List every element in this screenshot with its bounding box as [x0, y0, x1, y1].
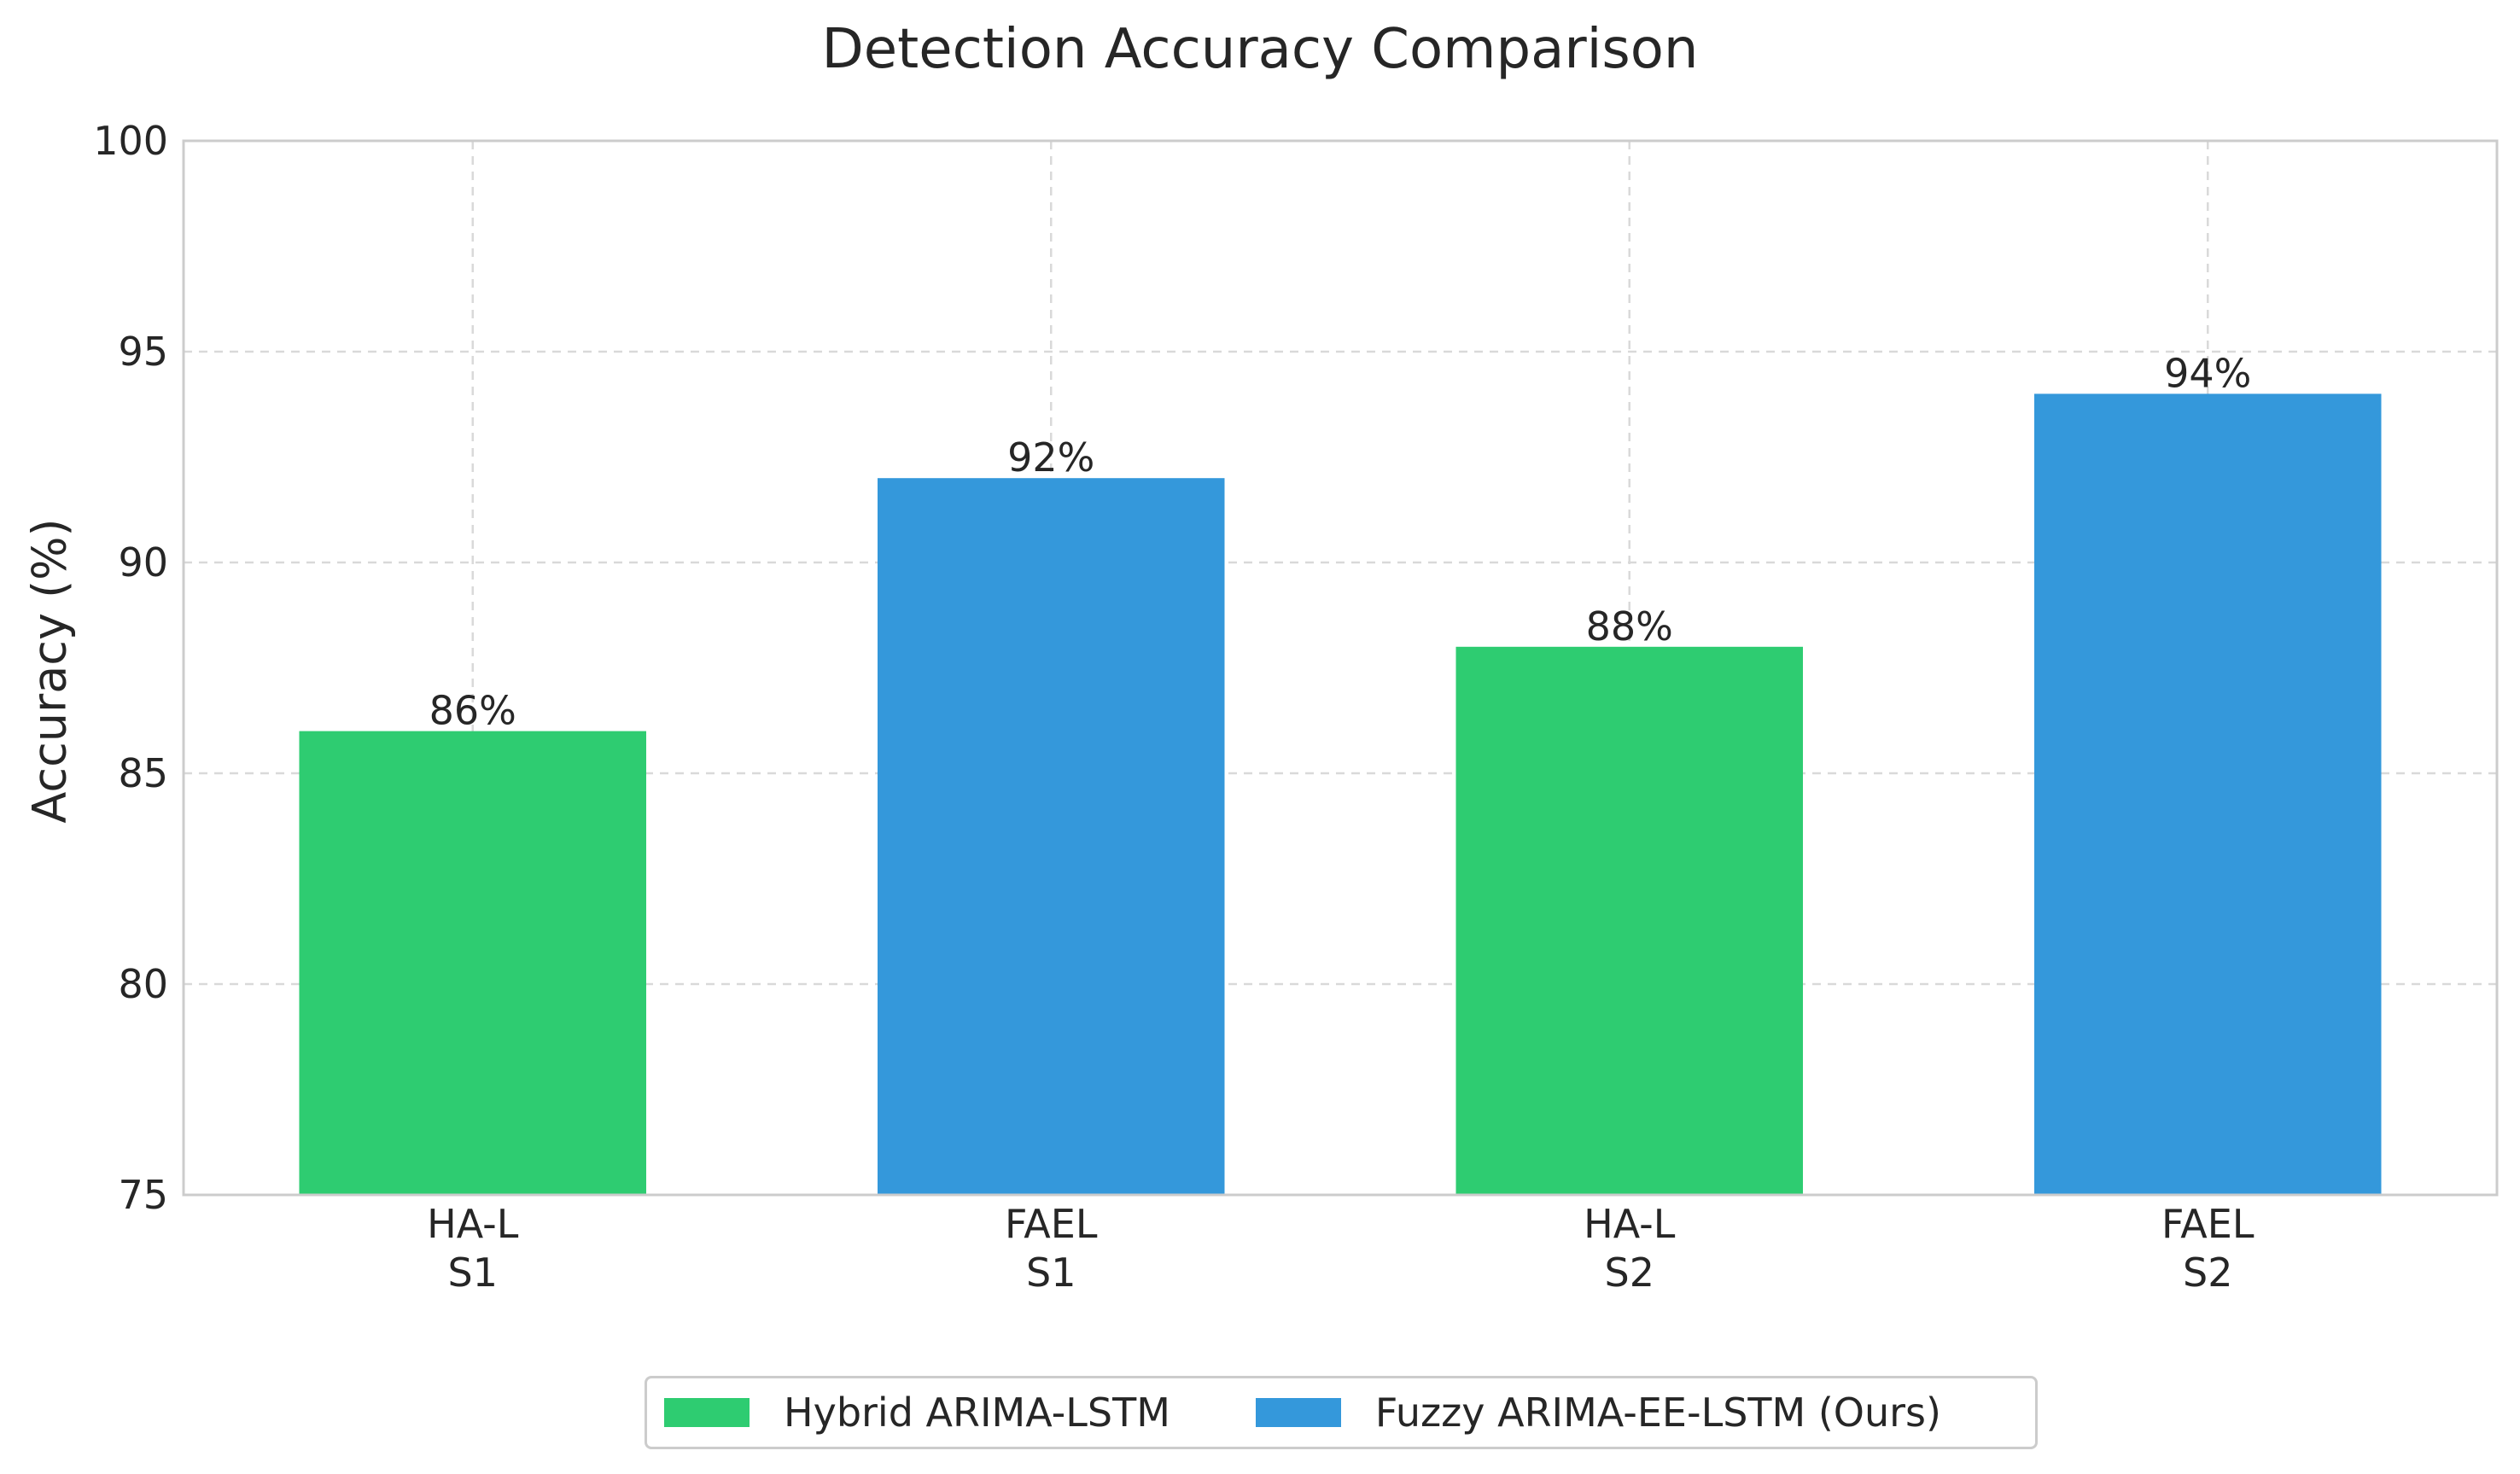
bars — [299, 393, 2382, 1195]
bar-value-label: 88% — [1586, 603, 1673, 650]
chart-title: Detection Accuracy Comparison — [821, 18, 1699, 81]
data-labels: 86% 92% 88% 94% — [429, 350, 2252, 733]
bar-value-label: 92% — [1007, 434, 1094, 481]
bar — [1455, 646, 1803, 1195]
x-tick-label: FAEL S2 — [2161, 1201, 2255, 1296]
legend-label-fuzzy: Fuzzy ARIMA-EE-LSTM (Ours) — [1374, 1390, 1941, 1436]
legend-item-fuzzy: Fuzzy ARIMA-EE-LSTM (Ours) — [1255, 1390, 1941, 1436]
bar — [299, 731, 646, 1195]
legend: Hybrid ARIMA-LSTM Fuzzy ARIMA-EE-LSTM (O… — [645, 1376, 2038, 1449]
bar-value-label: 94% — [2164, 350, 2251, 396]
x-tick-label: HA-L S1 — [427, 1201, 519, 1296]
y-tick-label: 85 — [118, 750, 168, 796]
plot-frame — [182, 139, 2499, 1197]
y-tick-label: 75 — [118, 1172, 168, 1218]
legend-item-hybrid: Hybrid ARIMA-LSTM — [664, 1390, 1170, 1436]
legend-label-hybrid: Hybrid ARIMA-LSTM — [784, 1390, 1170, 1436]
y-tick-label: 100 — [93, 118, 168, 164]
x-tick-label: HA-L S2 — [1584, 1201, 1676, 1296]
y-tick-label: 90 — [118, 539, 168, 586]
bar — [2034, 393, 2382, 1195]
axis-ticks: 75 80 85 90 95 100 HA-L S1 FAEL S1 HA-L S2 FAEL S2 — [93, 118, 2255, 1296]
legend-swatch-fuzzy — [1255, 1398, 1341, 1427]
bar — [878, 478, 1225, 1195]
y-tick-label: 95 — [118, 329, 168, 375]
bar-value-label: 86% — [429, 688, 516, 734]
x-tick-label: FAEL S1 — [1005, 1201, 1098, 1296]
y-tick-label: 80 — [118, 961, 168, 1007]
legend-swatch-hybrid — [664, 1398, 750, 1427]
